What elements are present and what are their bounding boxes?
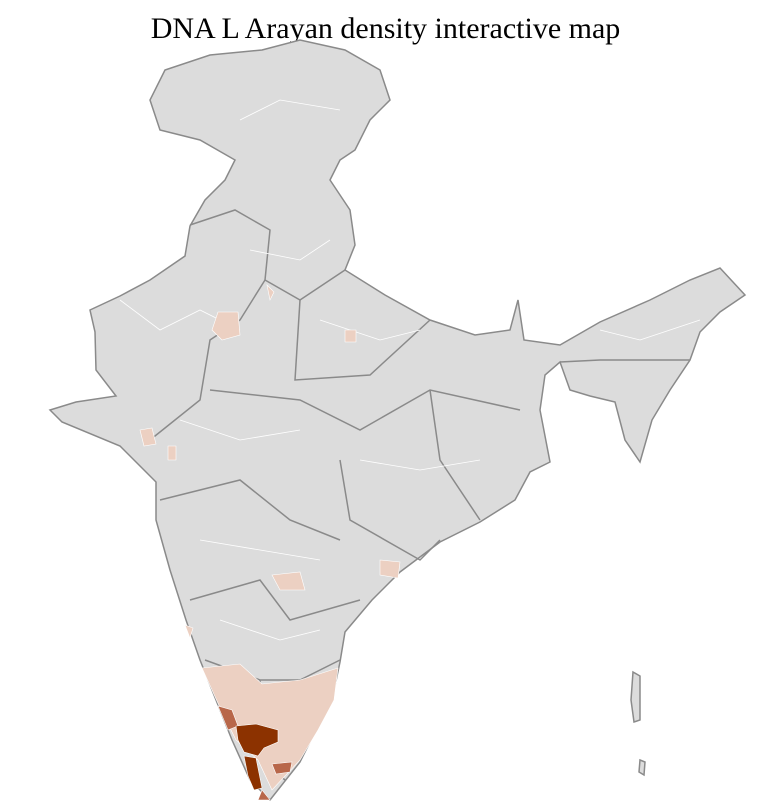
region-high[interactable]	[235, 723, 279, 757]
state-borders	[149, 209, 690, 781]
region-low[interactable]	[344, 329, 357, 343]
region-low[interactable]	[167, 445, 177, 461]
region-low[interactable]	[139, 427, 157, 447]
map-title: DNA L Arayan density interactive map	[150, 12, 621, 45]
andaman-islands[interactable]	[630, 670, 641, 723]
region-medium[interactable]	[257, 789, 271, 801]
india-landmass	[48, 39, 747, 802]
region-low[interactable]	[184, 624, 194, 639]
density-regions	[139, 284, 401, 801]
region-low[interactable]	[266, 284, 275, 301]
region-medium[interactable]	[271, 761, 293, 775]
region-low[interactable]	[201, 663, 339, 791]
nicobar-islands[interactable]	[638, 758, 646, 777]
region-high[interactable]	[243, 755, 263, 791]
region-low[interactable]	[271, 571, 306, 591]
region-low[interactable]	[211, 311, 241, 341]
district-borders	[119, 99, 701, 641]
india-outline[interactable]	[48, 39, 747, 802]
region-low[interactable]	[379, 559, 401, 579]
